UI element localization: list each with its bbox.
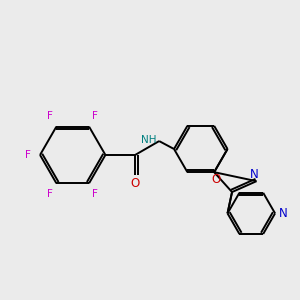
Text: F: F bbox=[25, 150, 31, 160]
Text: N: N bbox=[279, 207, 287, 220]
Text: O: O bbox=[130, 177, 140, 190]
Text: F: F bbox=[47, 189, 53, 199]
Text: F: F bbox=[92, 111, 98, 121]
Text: NH: NH bbox=[141, 135, 157, 145]
Text: N: N bbox=[250, 168, 259, 181]
Text: F: F bbox=[47, 111, 53, 121]
Text: O: O bbox=[212, 172, 221, 186]
Text: F: F bbox=[92, 189, 98, 199]
